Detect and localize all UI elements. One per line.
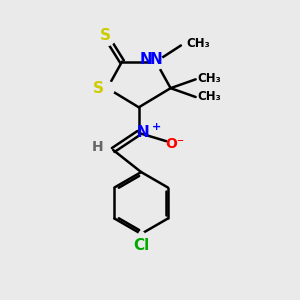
Text: N: N [140,52,153,67]
Text: N: N [149,52,162,67]
Text: H: H [92,140,103,154]
Text: O⁻: O⁻ [165,136,185,151]
Text: CH₃: CH₃ [186,37,210,50]
Text: Cl: Cl [133,238,149,253]
Text: N: N [137,125,150,140]
Text: CH₃: CH₃ [198,91,221,103]
Text: S: S [100,28,111,43]
Text: CH₃: CH₃ [198,72,221,85]
Text: S: S [92,81,104,96]
Text: +: + [152,122,161,132]
